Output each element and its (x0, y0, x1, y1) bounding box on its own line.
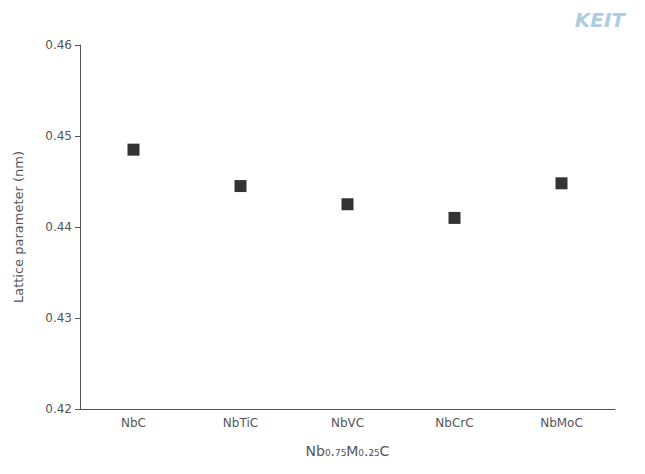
svg-text:NbCrC: NbCrC (435, 416, 473, 430)
svg-text:0.45: 0.45 (45, 129, 72, 143)
svg-text:KEIT: KEIT (575, 8, 627, 32)
svg-text:NbMoC: NbMoC (540, 416, 583, 430)
svg-text:Nb₀.₇₅M₀.₂₅C: Nb₀.₇₅M₀.₂₅C (306, 443, 390, 459)
svg-text:0.46: 0.46 (45, 38, 72, 52)
svg-text:NbTiC: NbTiC (223, 416, 258, 430)
svg-text:NbC: NbC (121, 416, 146, 430)
svg-text:0.42: 0.42 (45, 402, 72, 416)
svg-text:Lattice parameter (nm): Lattice parameter (nm) (11, 151, 26, 303)
svg-text:0.44: 0.44 (45, 220, 72, 234)
svg-text:0.43: 0.43 (45, 311, 72, 325)
svg-text:NbVC: NbVC (331, 416, 364, 430)
